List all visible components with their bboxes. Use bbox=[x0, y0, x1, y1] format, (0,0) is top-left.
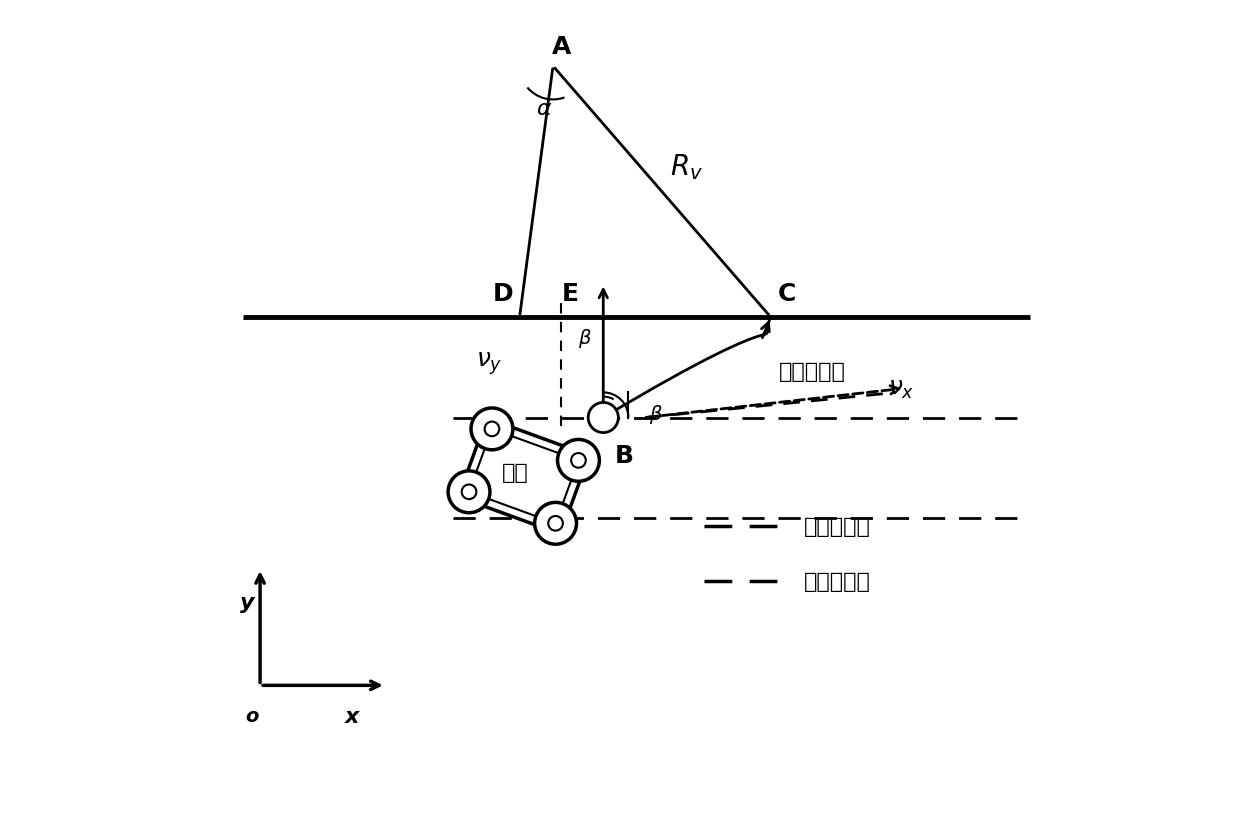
Text: x: x bbox=[345, 706, 360, 726]
Circle shape bbox=[572, 453, 585, 468]
Circle shape bbox=[461, 485, 476, 500]
Text: $R_v$: $R_v$ bbox=[671, 152, 703, 182]
Text: o: o bbox=[246, 706, 258, 726]
Text: B: B bbox=[615, 443, 634, 467]
Text: A: A bbox=[552, 34, 572, 59]
Text: E: E bbox=[562, 281, 578, 305]
Text: $\nu_x$: $\nu_x$ bbox=[888, 377, 914, 400]
Text: 车道边界线: 车道边界线 bbox=[804, 517, 870, 537]
Circle shape bbox=[448, 472, 490, 513]
Circle shape bbox=[471, 409, 513, 451]
Bar bbox=[459, 419, 589, 534]
Circle shape bbox=[588, 403, 619, 433]
Circle shape bbox=[558, 440, 599, 482]
Text: 车道中心线: 车道中心线 bbox=[804, 571, 870, 591]
Text: D: D bbox=[492, 281, 513, 305]
Text: $\alpha$: $\alpha$ bbox=[537, 99, 553, 119]
Bar bbox=[469, 430, 578, 523]
Text: C: C bbox=[779, 281, 796, 305]
Text: $\beta$: $\beta$ bbox=[578, 327, 591, 350]
Circle shape bbox=[534, 502, 577, 544]
Text: 相对偏航角: 相对偏航角 bbox=[779, 362, 846, 382]
Text: 车辆: 车辆 bbox=[502, 462, 528, 482]
Circle shape bbox=[548, 517, 563, 531]
Text: $\beta$: $\beta$ bbox=[650, 402, 663, 426]
Text: $\nu_y$: $\nu_y$ bbox=[476, 350, 503, 377]
Circle shape bbox=[485, 422, 500, 436]
Text: y: y bbox=[241, 592, 254, 612]
